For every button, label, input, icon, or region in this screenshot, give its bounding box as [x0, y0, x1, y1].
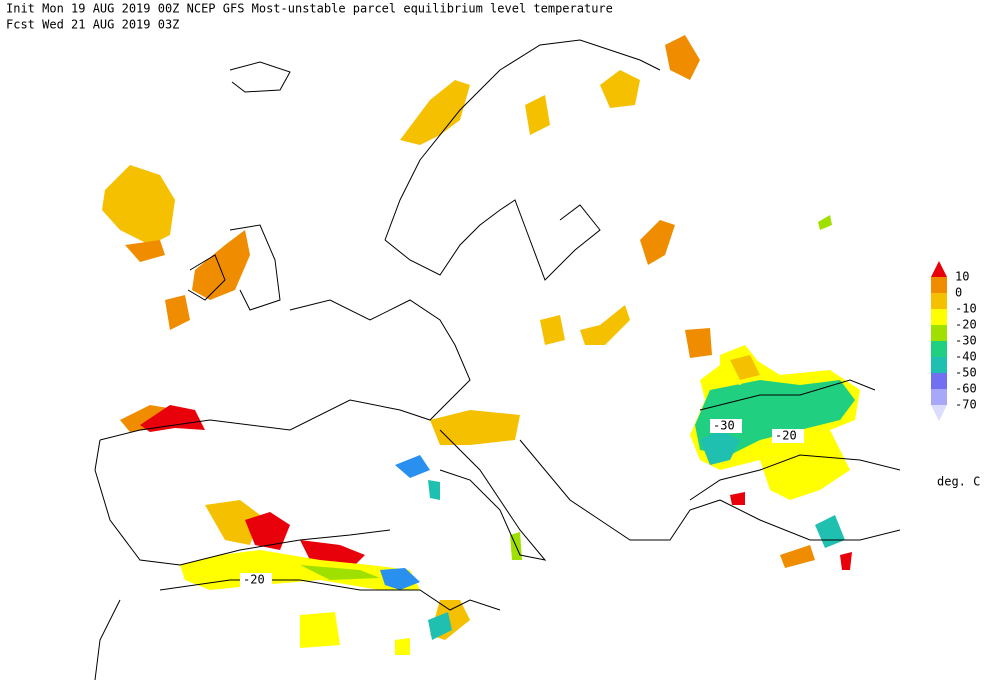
legend-arrow — [931, 405, 947, 421]
header-line: Init Mon 19 AUG 2019 00Z NCEP GFS Most-u… — [6, 2, 613, 16]
legend: 10 0 -10 -20 -30 -40 -50 -60 -70 — [931, 261, 977, 421]
legend-label: -40 — [955, 350, 977, 364]
contour-label: -20 — [775, 429, 797, 443]
header-line: Fcst Wed 21 AUG 2019 03Z — [6, 18, 179, 32]
coastlines — [94, 39, 901, 680]
contour-labels: -30 -20 -20 — [240, 419, 804, 587]
legend-swatch — [931, 325, 947, 341]
shaded-areas — [102, 35, 860, 655]
legend-label: 10 — [955, 270, 969, 284]
legend-swatch — [931, 357, 947, 373]
legend-arrow — [931, 261, 947, 277]
legend-label: -20 — [955, 318, 977, 332]
contour-label: -20 — [243, 573, 265, 587]
legend-swatch — [931, 373, 947, 389]
legend-swatch — [931, 293, 947, 309]
contour-label: -30 — [713, 419, 735, 433]
legend-swatch — [931, 277, 947, 293]
legend-label: -10 — [955, 302, 977, 316]
legend-swatch — [931, 341, 947, 357]
legend-label: 0 — [955, 286, 962, 300]
legend-label: -50 — [955, 366, 977, 380]
legend-label: -60 — [955, 382, 977, 396]
legend-swatch — [931, 309, 947, 325]
legend-swatch — [931, 389, 947, 405]
legend-label: -30 — [955, 334, 977, 348]
legend-unit: deg. C — [937, 475, 980, 489]
legend-label: -70 — [955, 398, 977, 412]
